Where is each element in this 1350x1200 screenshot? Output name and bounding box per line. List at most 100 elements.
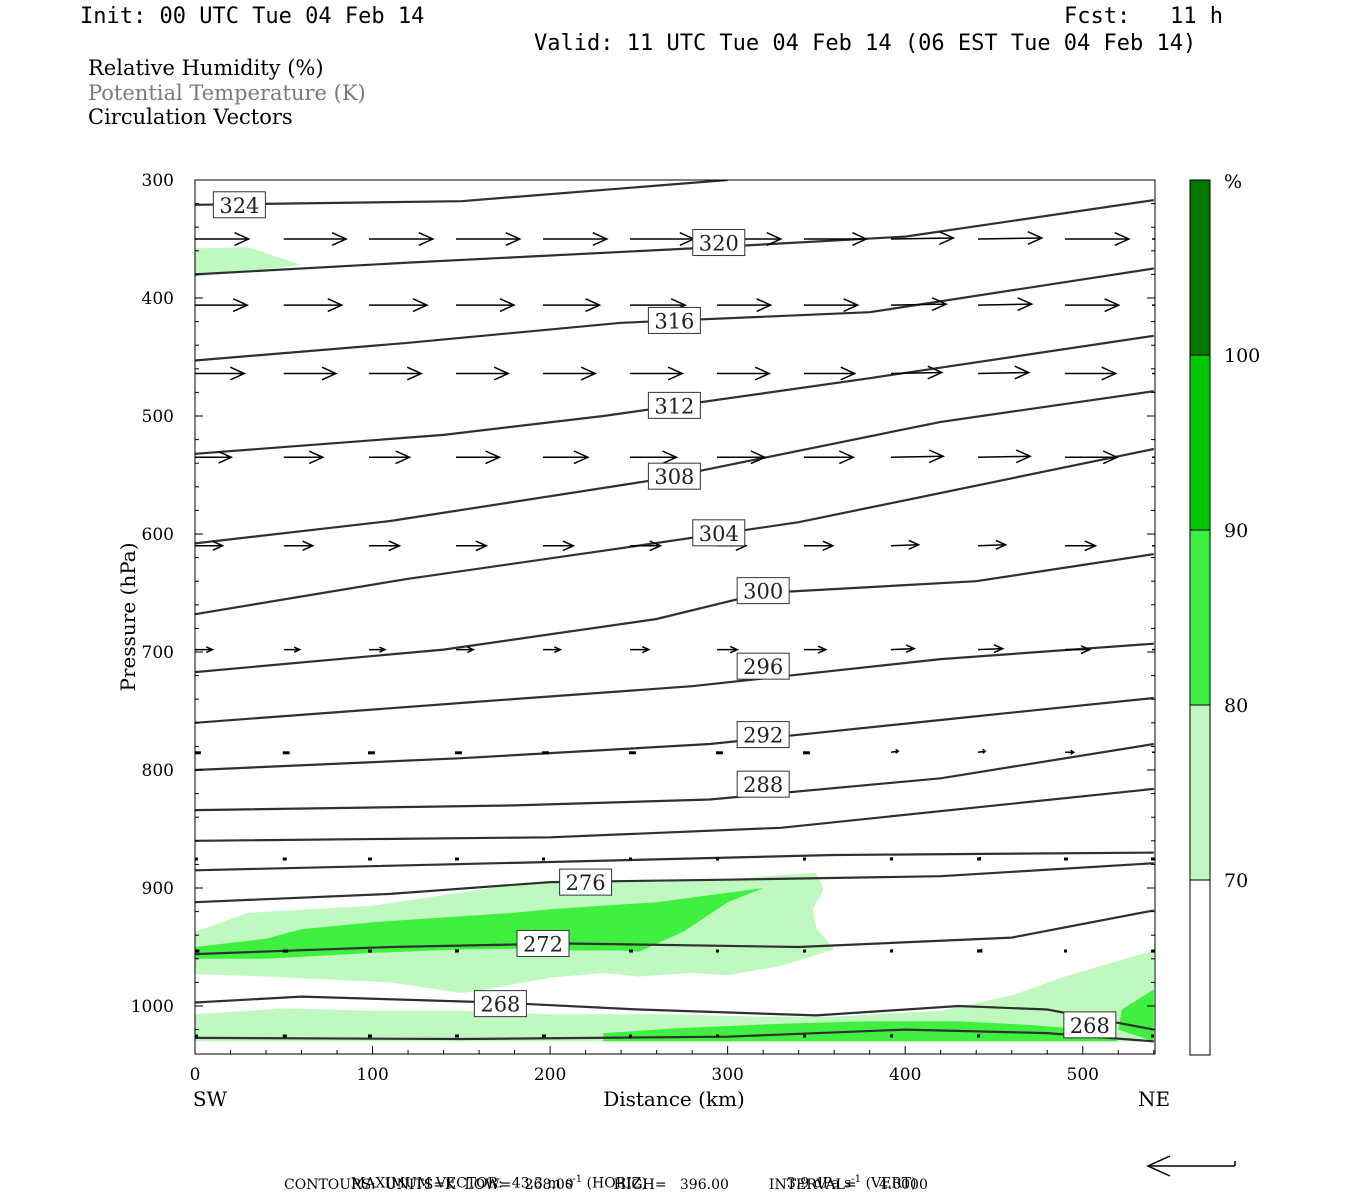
- vector-head: [1015, 449, 1033, 464]
- contour-label-box: [516, 929, 570, 957]
- contour-label-text: 324: [219, 194, 259, 218]
- vector-head: [395, 450, 412, 465]
- circulation-vector: [455, 366, 511, 381]
- circulation-vector: [542, 366, 598, 381]
- circulation-vector: [455, 298, 516, 313]
- contour-label-box: [473, 990, 527, 1018]
- contour-label-text: 312: [654, 394, 694, 418]
- circulation-vector: [890, 231, 956, 245]
- circulation-vector: [977, 297, 1034, 312]
- circulation-vector: [629, 645, 651, 654]
- vector-head: [1150, 949, 1155, 953]
- circulation-vector: [195, 232, 251, 246]
- vector-shaft: [977, 647, 1003, 651]
- circulation-vector: [629, 450, 679, 465]
- contour-label-text: 292: [743, 724, 783, 748]
- theta-contour-316: [195, 267, 1154, 362]
- max-vector-horiz-tag: (HORIZ): [586, 1175, 647, 1192]
- circulation-vector: [541, 857, 545, 861]
- theta-contour-280: [195, 851, 1154, 872]
- vector-head: [493, 366, 511, 381]
- vector-head: [802, 949, 806, 953]
- circulation-vector: [976, 1033, 981, 1038]
- vector-head: [331, 232, 348, 246]
- colorbar-band: [1190, 705, 1210, 880]
- circulation-vector: [454, 751, 462, 755]
- vector-head: [982, 748, 987, 754]
- circulation-vector: [977, 231, 1044, 245]
- contour-label-box: [1063, 1011, 1117, 1039]
- vector-head: [467, 646, 476, 654]
- theta-contour-268: [195, 995, 1155, 1031]
- vector-head: [995, 539, 1008, 550]
- vector-head: [628, 857, 632, 861]
- vector-head: [802, 1034, 806, 1038]
- colorbar-unit: %: [1224, 171, 1242, 193]
- contour-info: CONTOURS: UNITS=K LOW= 268.00 HIGH= 396.…: [284, 1177, 928, 1193]
- circulation-vector: [282, 857, 287, 861]
- vector-head: [282, 949, 289, 953]
- contour-label-box: [692, 229, 746, 257]
- vector-head: [1114, 232, 1131, 246]
- circulation-vector: [368, 450, 412, 465]
- vector-head: [1014, 365, 1031, 380]
- theta-contour-layer: [195, 180, 1155, 1043]
- vector-head: [822, 540, 835, 552]
- circulation-vector: [802, 1034, 806, 1038]
- circulation-vector: [802, 857, 806, 861]
- y-tick-label: 1000: [131, 997, 174, 1017]
- contour-label-292-8: 292: [736, 721, 790, 749]
- max-vector-horiz-unit: m s: [547, 1175, 573, 1192]
- theta-contour-324: [195, 180, 728, 206]
- vector-head: [931, 297, 948, 312]
- vector-head: [628, 1034, 632, 1038]
- contour-label-316-2: 316: [647, 306, 701, 334]
- circulation-vector: [368, 232, 435, 246]
- vector-head: [754, 366, 772, 381]
- contour-label-300-6: 300: [736, 577, 790, 605]
- circulation-vector: [629, 232, 696, 246]
- vector-head: [667, 366, 685, 381]
- vector-shaft: [977, 544, 1006, 547]
- contour-label-text: 296: [743, 655, 783, 679]
- vector-head: [838, 450, 856, 465]
- vector-head: [206, 646, 215, 654]
- circulation-vector: [628, 949, 633, 953]
- contour-label-box: [692, 519, 746, 547]
- circulation-vector: [1064, 749, 1076, 755]
- x-axis-left-end-label: SW: [193, 1087, 228, 1111]
- circulation-vector: [542, 450, 590, 465]
- x-tick-label: 200: [534, 1065, 566, 1085]
- contour-label-272-13: 272: [516, 929, 570, 957]
- vector-head: [766, 232, 783, 246]
- vector-head: [212, 540, 225, 551]
- circulation-vector: [282, 751, 290, 755]
- y-axis-label: Pressure (hPa): [116, 543, 140, 692]
- circulation-vector: [1151, 751, 1155, 754]
- y-tick-label: 800: [142, 761, 174, 781]
- vector-head: [1104, 298, 1121, 313]
- vector-head: [585, 298, 602, 313]
- circulation-vector: [195, 646, 215, 654]
- contour-label-304-5: 304: [692, 519, 746, 547]
- circulation-vector: [628, 1034, 632, 1038]
- vector-head: [889, 857, 893, 861]
- vector-head: [976, 1034, 980, 1038]
- vector-head: [418, 232, 435, 246]
- vector-head: [388, 540, 402, 552]
- circulation-vector: [1150, 857, 1155, 861]
- circulation-vector: [1150, 949, 1155, 953]
- vector-head: [562, 540, 576, 552]
- vector-shaft: [977, 303, 1032, 306]
- contour-label-box: [736, 721, 790, 749]
- vector-head: [302, 540, 315, 552]
- circulation-vector: [541, 1034, 546, 1038]
- rh-region-70-0: [195, 247, 302, 277]
- circulation-vector: [195, 450, 234, 464]
- vector-head: [499, 298, 516, 313]
- vector-shaft: [977, 455, 1031, 459]
- circulation-vector: [977, 644, 1005, 654]
- circulation-vector: [1063, 949, 1067, 953]
- vector-head: [993, 644, 1005, 654]
